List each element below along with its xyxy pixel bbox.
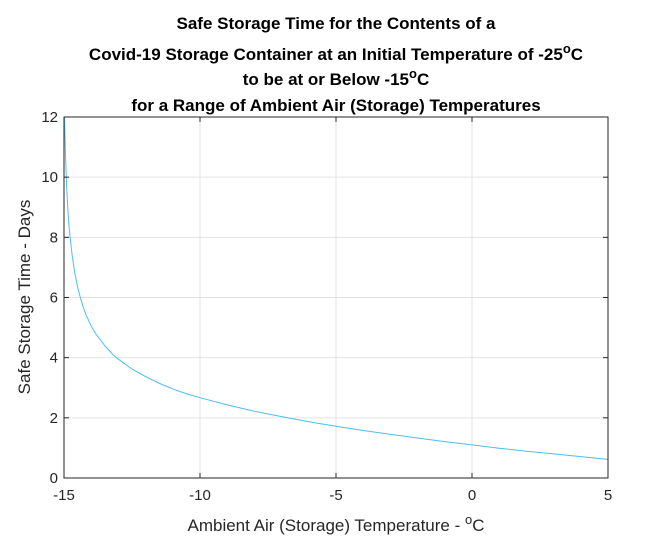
- y-axis-label: Safe Storage Time - Days: [15, 200, 34, 395]
- y-tick-label: 4: [50, 350, 58, 367]
- tick-labels: -15 -10 -5 0 5 0 2 4 6 8 10 12: [41, 109, 612, 504]
- x-tick-label: -15: [53, 487, 75, 504]
- chart-title-line: Covid-19 Storage Container at an Initial…: [89, 41, 583, 64]
- y-tick-label: 6: [50, 290, 58, 307]
- y-tick-label: 8: [50, 229, 58, 246]
- y-tick-label: 0: [50, 470, 58, 487]
- grid: [64, 117, 608, 478]
- chart-title-line: to be at or Below -15oC: [243, 66, 429, 89]
- y-tick-label: 12: [41, 109, 58, 126]
- series-layer: [64, 116, 609, 460]
- y-axis-label-text: Safe Storage Time - Days: [15, 200, 34, 395]
- y-tick-label: 10: [41, 169, 58, 186]
- x-tick-label: 5: [604, 487, 612, 504]
- x-tick-label: -10: [189, 487, 211, 504]
- chart-title-line: for a Range of Ambient Air (Storage) Tem…: [131, 96, 540, 115]
- x-tick-label: -5: [329, 487, 342, 504]
- x-axis-label: Ambient Air (Storage) Temperature - oC: [188, 512, 485, 535]
- chart-title-line: Safe Storage Time for the Contents of a: [177, 14, 497, 33]
- y-tick-label: 2: [50, 410, 58, 427]
- chart-title: Safe Storage Time for the Contents of a C…: [89, 14, 583, 115]
- x-axis-label-text: Ambient Air (Storage) Temperature - oC: [188, 512, 485, 535]
- x-tick-label: 0: [468, 487, 476, 504]
- series-line: [64, 116, 609, 460]
- ticks: [63, 116, 609, 479]
